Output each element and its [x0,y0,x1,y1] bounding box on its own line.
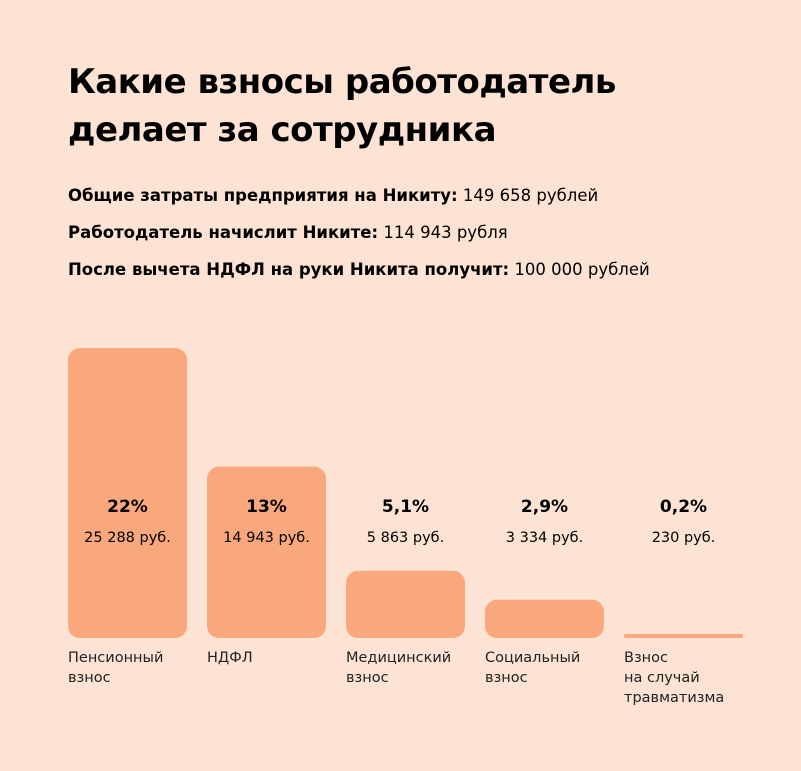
fact-gross-salary: Работодатель начислит Никите: 114 943 ру… [68,220,650,257]
fact-label: Работодатель начислит Никите: [68,223,379,242]
category-label: НДФЛ [207,650,253,666]
category-label: на случай [624,670,700,686]
fact-total-cost: Общие затраты предприятия на Никиту: 149… [68,183,650,220]
bar-value-label: 0,2% [660,497,707,517]
bar [68,348,187,638]
title-line-1: Какие взносы работодатель [68,62,616,102]
category-label: Взнос [624,650,668,666]
bar [346,570,465,638]
page-title: Какие взносы работодатель делает за сотр… [68,58,616,154]
category-label: Пенсионный [68,650,163,666]
facts-list: Общие затраты предприятия на Никиту: 149… [68,183,650,294]
title-line-2: делает за сотрудника [68,110,497,150]
fact-value: 114 943 рубля [383,223,508,242]
bar [624,634,743,638]
bar-value-label: 2,9% [521,497,568,517]
bar-amount-label: 5 863 руб. [367,530,444,546]
category-label: взнос [485,670,528,686]
bar-value-label: 13% [246,497,287,517]
bar-amount-label: 25 288 руб. [84,530,171,546]
bar [485,599,604,638]
bar-amount-label: 3 334 руб. [506,530,583,546]
category-label: Медицинский [346,650,451,666]
fact-label: Общие затраты предприятия на Никиту: [68,186,458,205]
bar-amount-label: 230 руб. [652,530,716,546]
bar-value-label: 22% [107,497,148,517]
category-label: взнос [68,670,111,686]
category-label: Социальный [485,650,580,666]
fact-value: 100 000 рублей [514,260,650,279]
category-label: травматизма [624,690,724,706]
fact-label: После вычета НДФЛ на руки Никита получит… [68,260,510,279]
bar-value-label: 5,1% [382,497,429,517]
fact-value: 149 658 рублей [462,186,599,205]
category-label: взнос [346,670,389,686]
bar [207,466,326,638]
bar-amount-label: 14 943 руб. [223,530,310,546]
fact-net-salary: После вычета НДФЛ на руки Никита получит… [68,257,650,294]
